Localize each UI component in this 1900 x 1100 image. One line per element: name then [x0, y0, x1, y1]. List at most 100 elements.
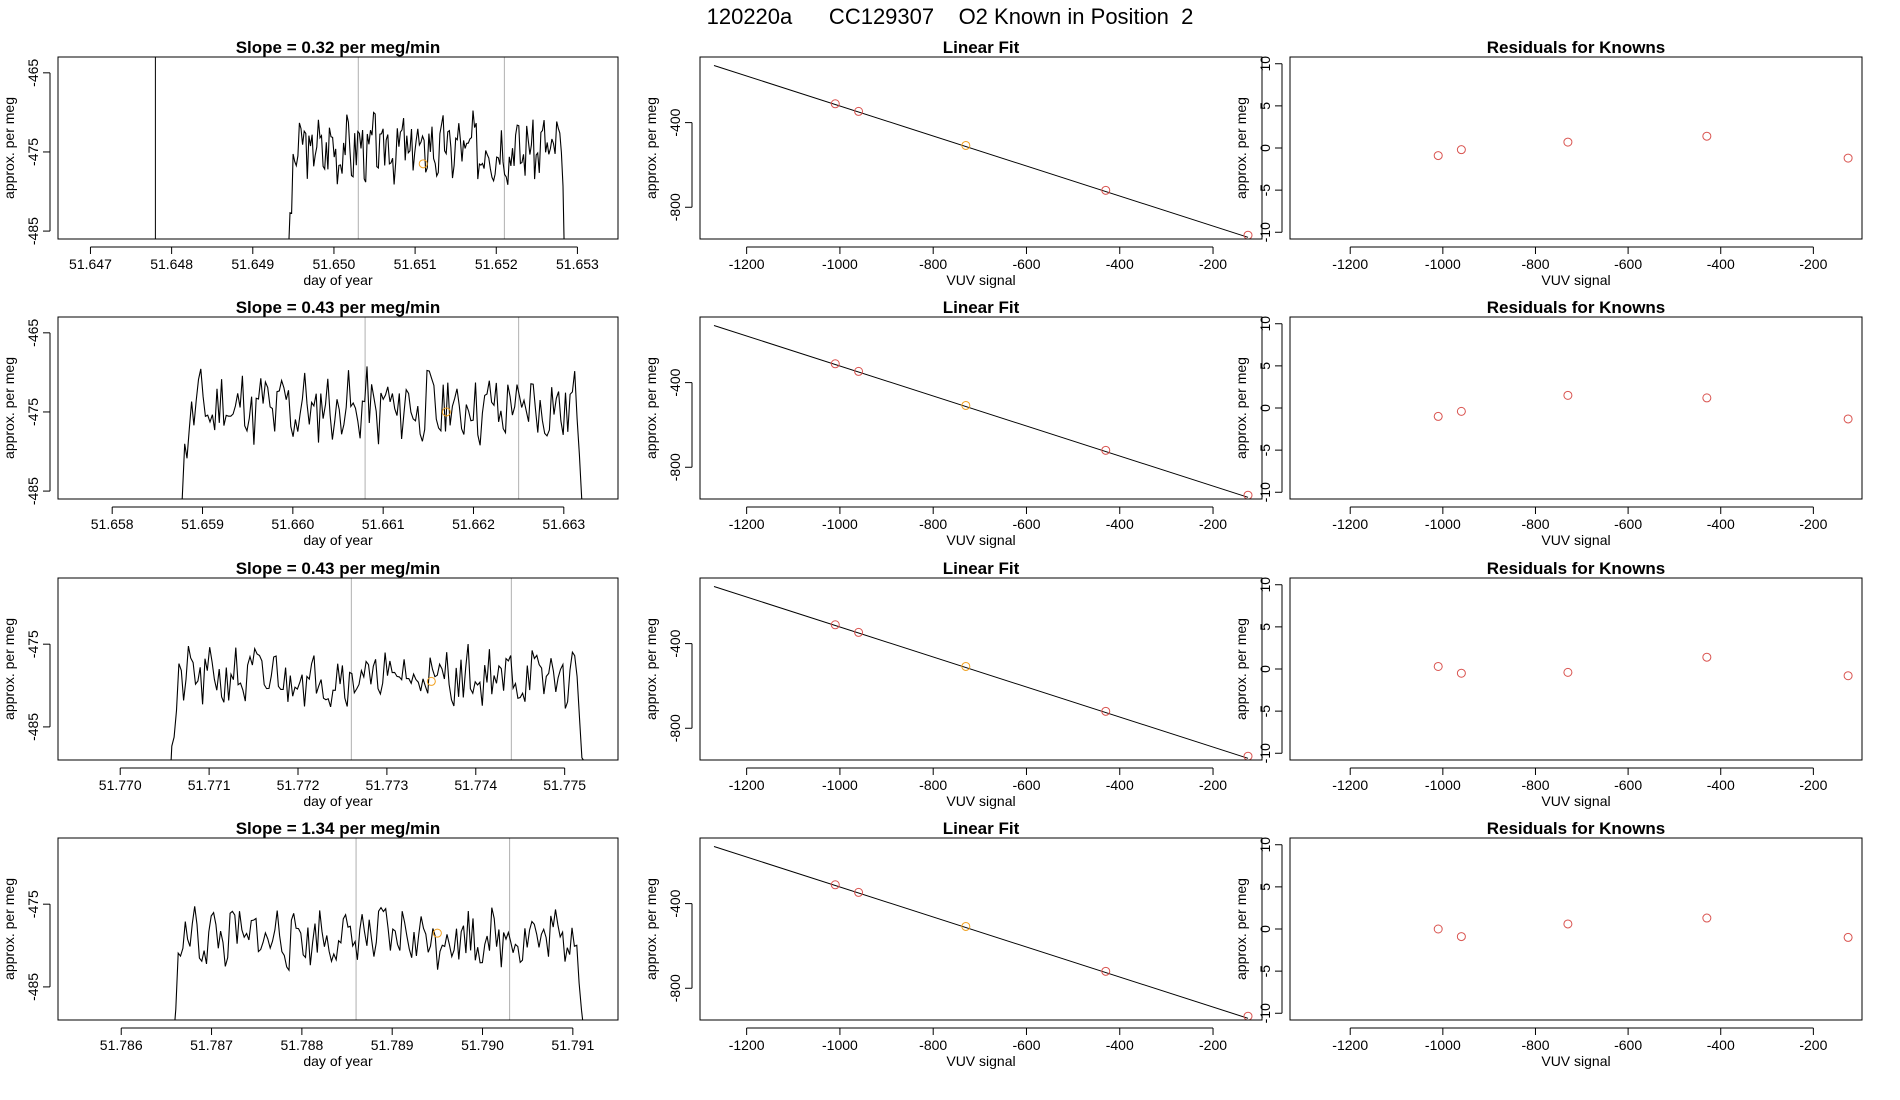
plot-area — [1433, 131, 1853, 163]
x-tick-label: -800 — [919, 1037, 947, 1053]
x-tick-label: -200 — [1199, 777, 1227, 793]
x-tick-label: -1200 — [1332, 256, 1368, 272]
y-tick-label: -400 — [667, 368, 683, 396]
y-tick-label: -465 — [25, 319, 41, 347]
x-axis-title: day of year — [303, 793, 373, 809]
data-point — [1843, 932, 1853, 942]
highlighted-point — [961, 400, 971, 410]
x-tick-label: 51.650 — [313, 256, 356, 272]
data-series-line — [174, 906, 584, 1020]
x-tick-label: 51.662 — [452, 516, 495, 532]
x-tick-label: 51.770 — [99, 777, 142, 793]
y-tick-label: -475 — [25, 138, 41, 166]
main-title: 120220a CC129307 O2 Known in Position 2 — [706, 4, 1194, 29]
plot-frame — [699, 316, 1263, 500]
x-tick-label: 51.771 — [188, 777, 231, 793]
x-tick-label: -1000 — [822, 777, 858, 793]
x-tick-label: -600 — [1012, 256, 1040, 272]
data-series-line — [170, 643, 585, 760]
x-tick-label: 51.648 — [150, 256, 193, 272]
x-tick-label: 51.651 — [394, 256, 437, 272]
highlighted-point — [961, 140, 971, 150]
panel-fit-1: Linear Fit -1200 -1000 -800 -600 -400 -200 VUV … — [643, 38, 1263, 288]
x-tick-label: -400 — [1106, 777, 1134, 793]
panel-time-1: Slope = 0.32 per meg/min 51.647 51.648 51.6… — [1, 38, 619, 288]
x-tick-label: 51.772 — [277, 777, 320, 793]
panel-title: Slope = 0.43 per meg/min — [236, 559, 441, 578]
plot-frame — [57, 316, 619, 500]
x-tick-label: -800 — [1521, 777, 1549, 793]
fit-line — [713, 324, 1249, 498]
panel-title: Residuals for Knowns — [1487, 559, 1666, 578]
x-tick-label: -200 — [1199, 1037, 1227, 1053]
plot-frame — [57, 837, 619, 1021]
mean-point-marker — [432, 928, 442, 938]
plot-area — [713, 845, 1253, 1020]
x-tick-label: -1000 — [1425, 777, 1461, 793]
plot-frame — [699, 577, 1263, 761]
data-point — [1101, 966, 1111, 976]
plot-frame — [57, 577, 619, 761]
x-tick-label: 51.774 — [454, 777, 497, 793]
x-tick-label: 51.791 — [551, 1037, 594, 1053]
x-tick-label: -800 — [1521, 516, 1549, 532]
data-point — [1433, 924, 1443, 934]
x-axis-title: VUV signal — [1541, 793, 1610, 809]
data-point — [854, 106, 864, 116]
y-tick-label: -485 — [25, 477, 41, 505]
x-tick-label: -600 — [1614, 256, 1642, 272]
x-tick-label: -800 — [919, 777, 947, 793]
y-tick-label: 0 — [1257, 925, 1273, 933]
data-point — [1433, 661, 1443, 671]
data-point — [1243, 751, 1253, 760]
x-tick-label: -800 — [919, 256, 947, 272]
data-point — [1243, 1011, 1253, 1020]
y-tick-label: -10 — [1257, 1003, 1273, 1023]
data-point — [1563, 137, 1573, 147]
x-axis-title: VUV signal — [1541, 532, 1610, 548]
x-axis-title: day of year — [303, 272, 373, 288]
data-point — [1433, 411, 1443, 421]
x-tick-label: -1000 — [1425, 256, 1461, 272]
x-tick-label: -400 — [1106, 1037, 1134, 1053]
x-tick-label: -600 — [1614, 1037, 1642, 1053]
panel-fit-2: Linear Fit -1200 -1000 -800 -600 -400 -200 VUV … — [643, 298, 1263, 548]
panel-title: Slope = 0.43 per meg/min — [236, 298, 441, 317]
x-tick-label: 51.787 — [190, 1037, 233, 1053]
x-tick-label: 51.775 — [543, 777, 586, 793]
x-tick-label: 51.789 — [371, 1037, 414, 1053]
x-axis-title: VUV signal — [946, 793, 1015, 809]
panel-title: Residuals for Knowns — [1487, 819, 1666, 838]
panel-title: Slope = 1.34 per meg/min — [236, 819, 441, 838]
data-point — [1702, 393, 1712, 403]
x-tick-label: 51.773 — [365, 777, 408, 793]
x-tick-label: -800 — [1521, 1037, 1549, 1053]
data-point — [1563, 667, 1573, 677]
panel-title: Linear Fit — [943, 819, 1020, 838]
x-tick-label: -200 — [1799, 256, 1827, 272]
data-point — [1243, 490, 1253, 499]
x-tick-label: -400 — [1707, 1037, 1735, 1053]
highlighted-point — [961, 661, 971, 671]
data-point — [1702, 652, 1712, 662]
x-tick-label: -400 — [1707, 256, 1735, 272]
x-tick-label: -400 — [1707, 777, 1735, 793]
y-axis-title: approx. per meg — [1, 357, 17, 459]
data-point — [1456, 932, 1466, 942]
x-tick-label: -1000 — [822, 1037, 858, 1053]
panel-time-4: Slope = 1.34 per meg/min 51.786 51.787 51.7… — [1, 819, 619, 1069]
x-axis-title: day of year — [303, 1053, 373, 1069]
y-tick-label: -800 — [667, 453, 683, 481]
y-axis-title: approx. per meg — [1, 878, 17, 980]
y-tick-label: -400 — [667, 889, 683, 917]
data-point — [830, 880, 840, 890]
y-axis-title: approx. per meg — [1233, 618, 1249, 720]
y-tick-label: 10 — [1257, 56, 1273, 72]
y-tick-label: -465 — [25, 59, 41, 87]
data-point — [854, 366, 864, 376]
data-point — [1101, 445, 1111, 455]
data-point — [1433, 151, 1443, 161]
x-tick-label: 51.786 — [100, 1037, 143, 1053]
data-point — [1843, 414, 1853, 424]
